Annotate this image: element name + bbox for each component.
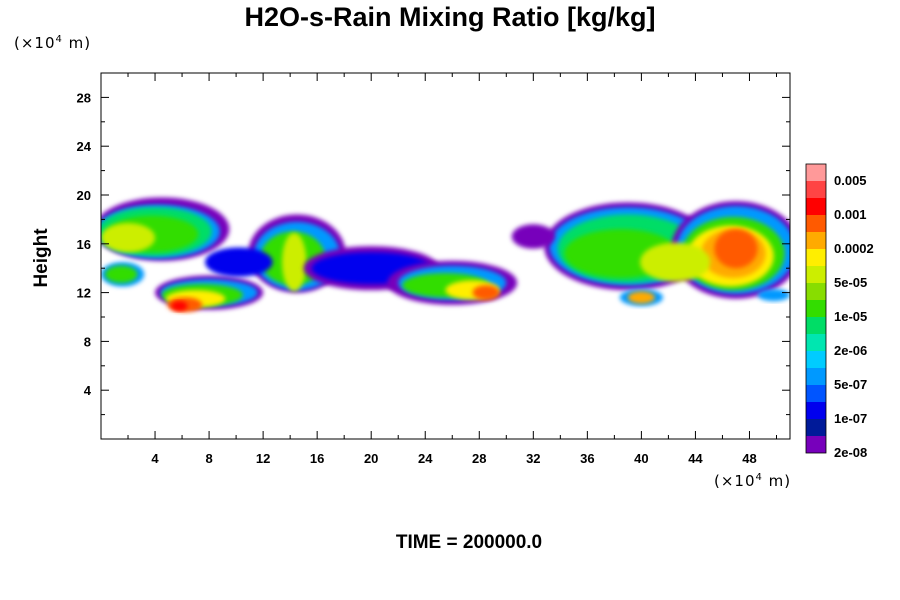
x-tick-label: 36 xyxy=(580,451,594,466)
contour-fill-layer xyxy=(101,197,790,313)
chart-title: H2O-s-Rain Mixing Ratio [kg/kg] xyxy=(244,2,656,32)
colorbar-label: 2e-06 xyxy=(834,343,867,358)
y-tick-label: 8 xyxy=(84,334,91,349)
colorbar-swatch xyxy=(806,351,826,368)
y-tick-label: 20 xyxy=(77,188,91,203)
colorbar-swatch xyxy=(806,368,826,385)
contour-region xyxy=(101,223,156,253)
colorbar-label: 0.005 xyxy=(834,173,867,188)
contour-region xyxy=(205,247,273,277)
x-unit-exponent: 4 xyxy=(755,472,763,483)
x-tick-label: 8 xyxy=(205,451,212,466)
colorbar-label: 0.0002 xyxy=(834,241,874,256)
x-tick-label: 12 xyxy=(256,451,270,466)
colorbar-swatch xyxy=(806,249,826,266)
y-unit-exponent: 4 xyxy=(55,34,63,45)
x-tick-label: 20 xyxy=(364,451,378,466)
x-tick-label: 24 xyxy=(418,451,433,466)
contour-region xyxy=(472,285,500,300)
contour-region xyxy=(640,242,711,282)
contour-region xyxy=(757,288,790,302)
colorbar-swatch xyxy=(806,215,826,232)
colorbar-swatch xyxy=(806,266,826,283)
y-unit-suffix: m) xyxy=(62,34,92,52)
x-tick-label: 4 xyxy=(151,451,159,466)
colorbar-swatch xyxy=(806,385,826,402)
x-tick-label: 32 xyxy=(526,451,540,466)
contour-region xyxy=(282,232,307,292)
y-unit-label: (×104 m) xyxy=(14,34,91,52)
contour-region xyxy=(627,291,655,304)
contour-region xyxy=(105,265,138,283)
colorbar-label: 2e-08 xyxy=(834,445,867,460)
x-tick-label: 48 xyxy=(742,451,756,466)
contour-region xyxy=(511,224,555,249)
colorbar-swatch xyxy=(806,436,826,453)
y-tick-label: 16 xyxy=(77,237,91,252)
x-tick-label: 16 xyxy=(310,451,324,466)
colorbar-label: 1e-05 xyxy=(834,309,867,324)
x-tick-label: 28 xyxy=(472,451,486,466)
x-unit-suffix: m) xyxy=(762,472,792,490)
x-unit-label: (×104 m) xyxy=(714,472,791,490)
contour-region xyxy=(171,301,188,311)
time-label: TIME = 200000.0 xyxy=(395,532,543,553)
colorbar-swatch xyxy=(806,232,826,249)
y-tick-label: 28 xyxy=(77,90,91,105)
colorbar-label: 0.001 xyxy=(834,207,867,222)
colorbar-swatch xyxy=(806,419,826,436)
colorbar-swatch xyxy=(806,181,826,198)
x-unit-prefix: (×10 xyxy=(714,472,756,490)
contour-region xyxy=(714,229,758,269)
colorbar-label: 5e-05 xyxy=(834,275,867,290)
colorbar-swatch xyxy=(806,334,826,351)
x-tick-label: 40 xyxy=(634,451,648,466)
y-tick-label: 4 xyxy=(84,383,92,398)
colorbar-label: 5e-07 xyxy=(834,377,867,392)
plot-frame xyxy=(100,72,791,440)
x-tick-label: 44 xyxy=(688,451,703,466)
colorbar-swatch xyxy=(806,198,826,215)
colorbar-swatch xyxy=(806,300,826,317)
y-unit-prefix: (×10 xyxy=(14,34,56,52)
colorbar-swatch xyxy=(806,317,826,334)
colorbar-label: 1e-07 xyxy=(834,411,867,426)
colorbar: 0.005 0.001 0.0002 5e-05 1e-05 2e-06 5e-07 1e-0… xyxy=(805,163,874,460)
colorbar-swatch xyxy=(806,283,826,300)
colorbar-frame xyxy=(805,163,827,454)
y-tick-label: 12 xyxy=(77,286,91,301)
colorbar-swatch xyxy=(806,164,826,181)
y-tick-label: 24 xyxy=(77,139,92,154)
colorbar-swatch xyxy=(806,402,826,419)
